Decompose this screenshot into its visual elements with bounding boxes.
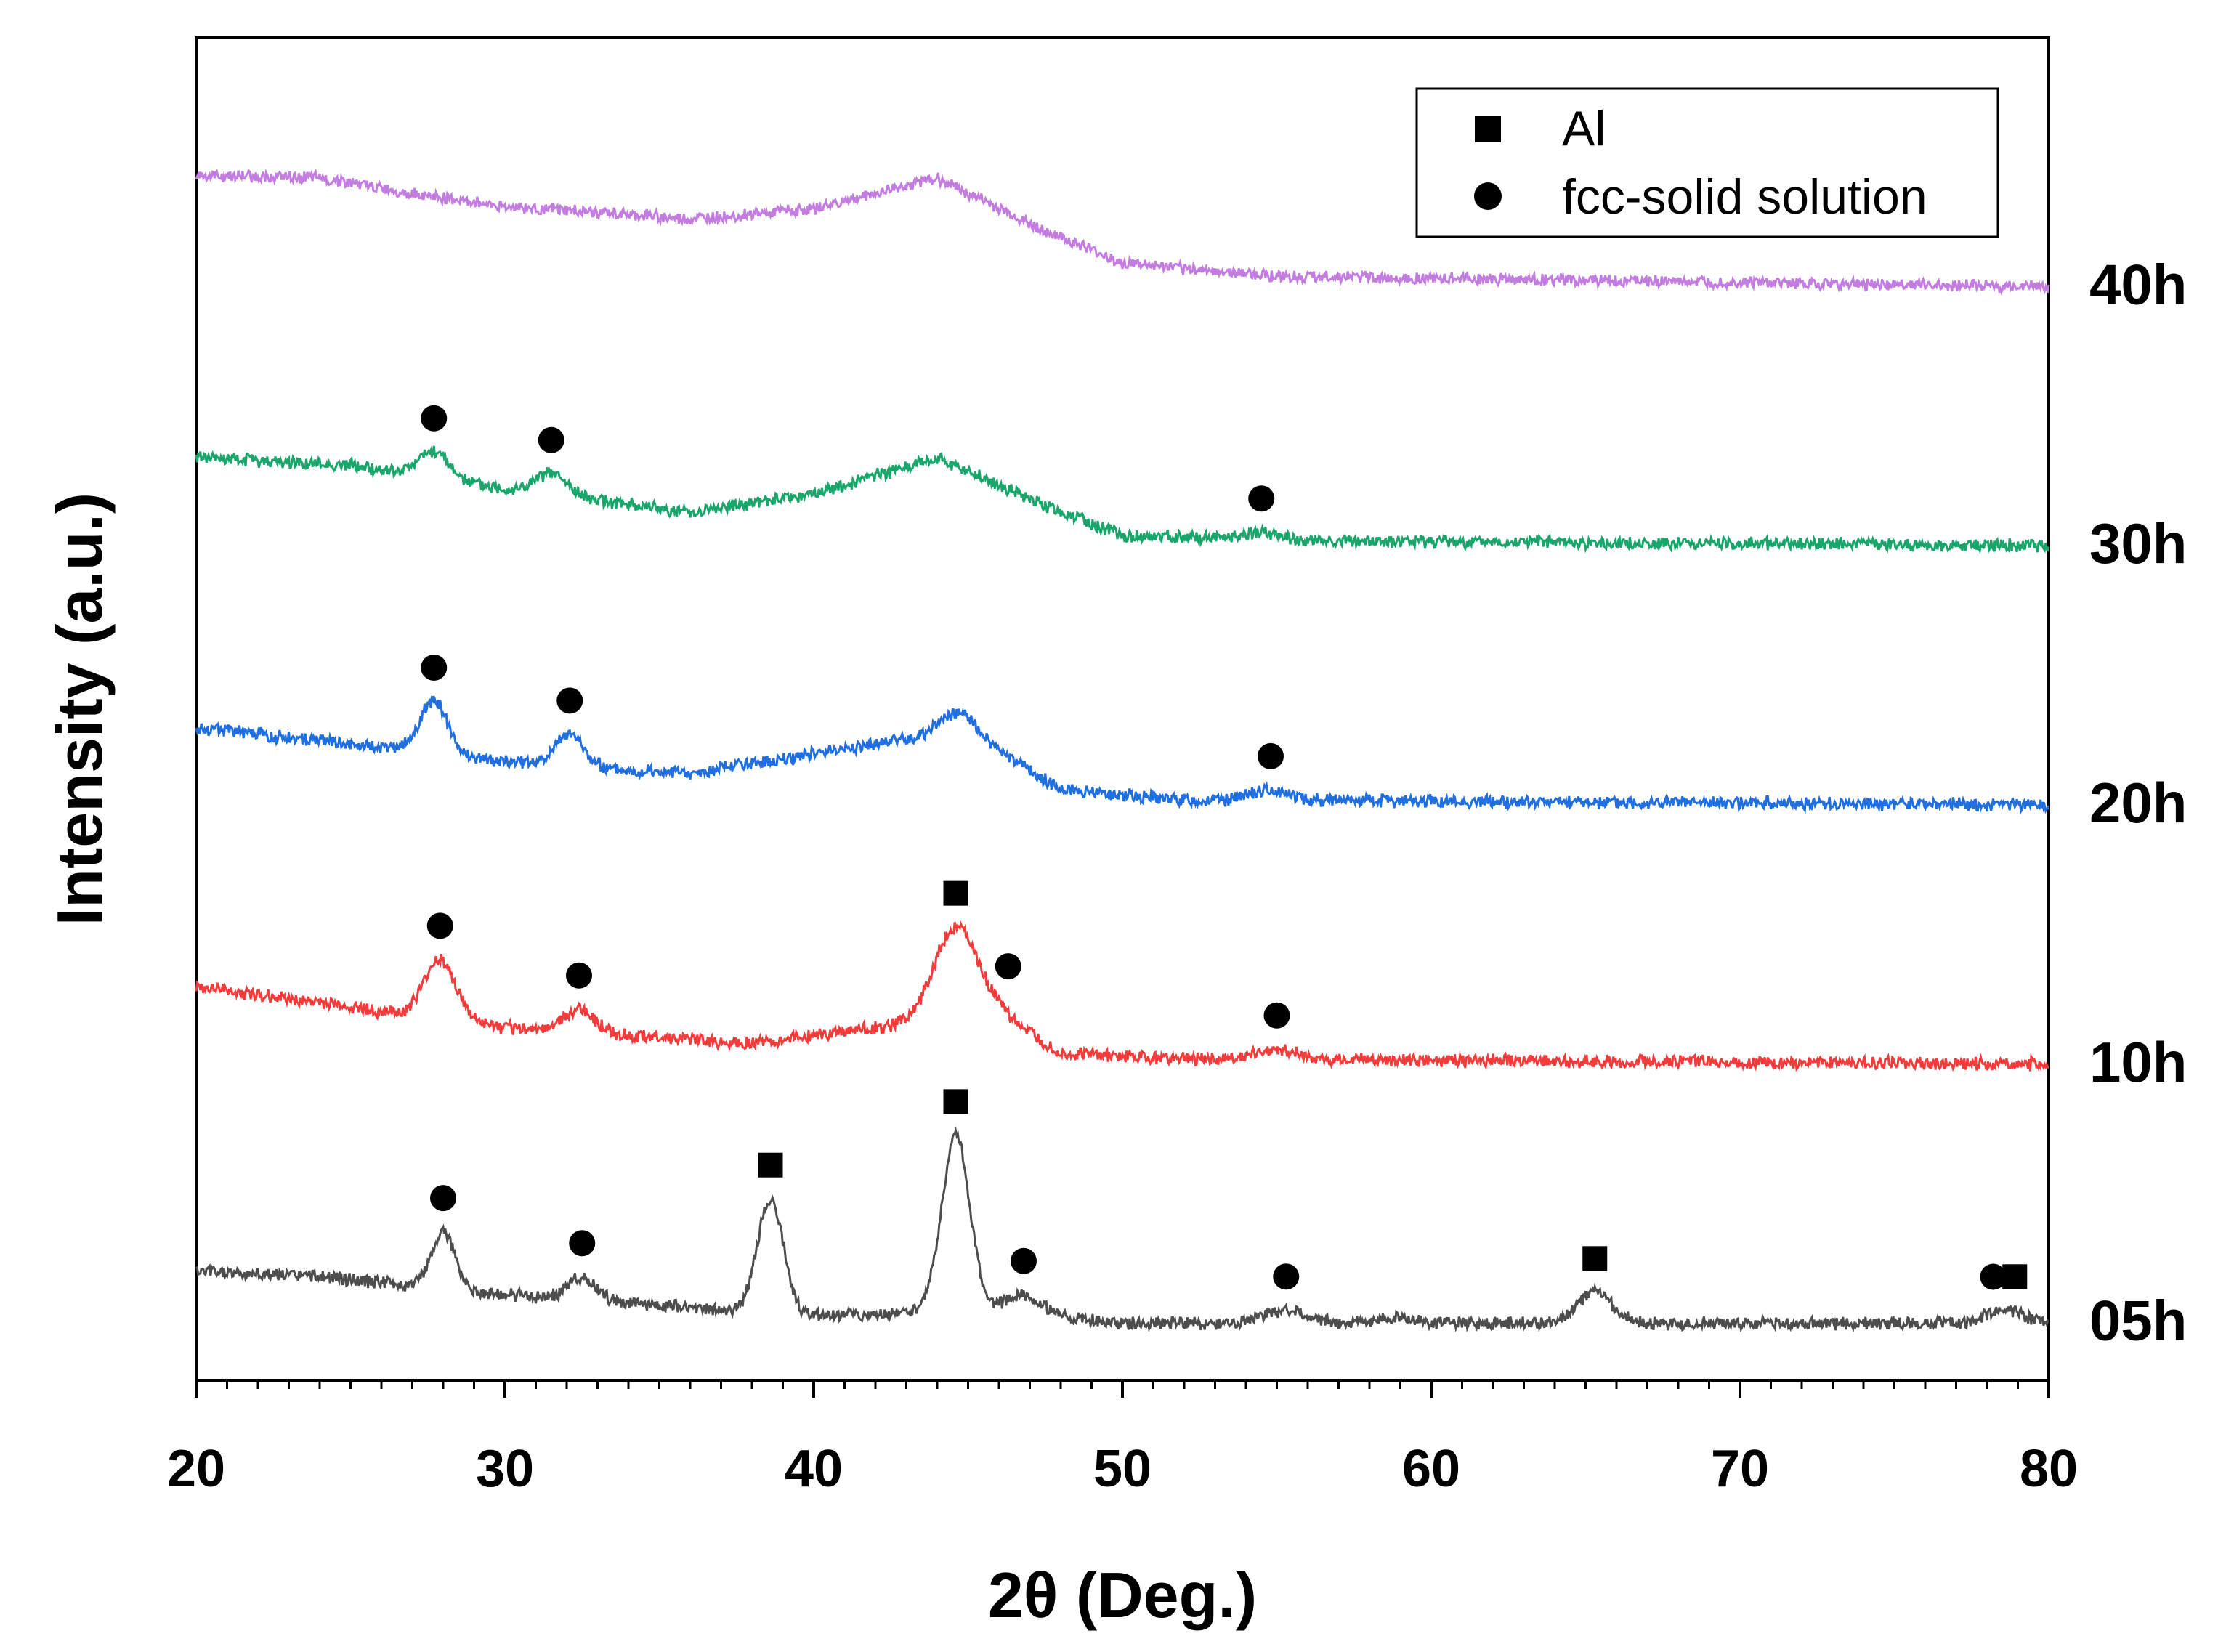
legend-label-fcc: fcc-solid solution (1562, 169, 1927, 224)
marker-fcc-circle (1273, 1263, 1300, 1290)
series-line-10h (195, 920, 2050, 1072)
marker-al-square (2002, 1264, 2028, 1289)
marker-fcc-circle (1258, 742, 1284, 769)
series-label-10h: 10h (2089, 1030, 2187, 1094)
marker-al-square (758, 1152, 783, 1178)
x-minor-ticks (226, 1380, 2019, 1389)
x-tick-label: 70 (1711, 1440, 1769, 1498)
x-tick-label: 40 (785, 1440, 843, 1498)
legend: Al fcc-solid solution (1415, 87, 1999, 238)
y-axis-title: Intensity (a.u.) (44, 493, 116, 926)
plot-frame (195, 36, 2050, 1382)
peak-markers (421, 405, 2028, 1290)
x-axis-ticks: 20 30 40 50 60 70 80 (167, 1380, 2078, 1498)
series-labels: 05h 10h 20h 30h 40h (2089, 252, 2187, 1352)
marker-al-square (1582, 1246, 1608, 1271)
series-line-30h (195, 445, 2050, 554)
series-label-20h: 20h (2089, 771, 2187, 835)
marker-al-square (943, 880, 968, 906)
marker-fcc-circle (1263, 1002, 1290, 1029)
x-tick-label: 60 (1402, 1440, 1460, 1498)
marker-fcc-circle (421, 405, 448, 432)
marker-fcc-circle (430, 1185, 456, 1212)
marker-fcc-circle (1248, 485, 1275, 512)
series-line-40h (195, 168, 2050, 296)
marker-al-square (943, 1089, 968, 1114)
legend-marker-fcc (1474, 182, 1502, 210)
marker-fcc-circle (538, 426, 564, 453)
x-axis-title: 2θ (Deg.) (988, 1559, 1257, 1631)
marker-fcc-circle (421, 654, 448, 681)
series-label-40h: 40h (2089, 252, 2187, 316)
series-label-05h: 05h (2089, 1288, 2187, 1352)
x-tick-label: 30 (476, 1440, 534, 1498)
x-tick-label: 50 (1093, 1440, 1152, 1498)
marker-fcc-circle (426, 912, 453, 939)
legend-box (1415, 87, 1999, 238)
marker-fcc-circle (995, 953, 1021, 980)
x-tick-label: 80 (2020, 1440, 2078, 1498)
marker-fcc-circle (569, 1230, 596, 1257)
legend-label-al: Al (1562, 101, 1606, 156)
x-tick-label: 20 (167, 1440, 225, 1498)
series-line-05h (195, 1126, 2049, 1333)
marker-fcc-circle (1011, 1247, 1037, 1274)
series-layer (195, 168, 2050, 1333)
marker-fcc-circle (566, 962, 592, 989)
marker-fcc-circle (556, 687, 583, 714)
legend-marker-al (1475, 116, 1501, 142)
series-line-20h (195, 695, 2050, 815)
marker-fcc-circle (1980, 1263, 2007, 1290)
series-label-30h: 30h (2089, 511, 2187, 575)
